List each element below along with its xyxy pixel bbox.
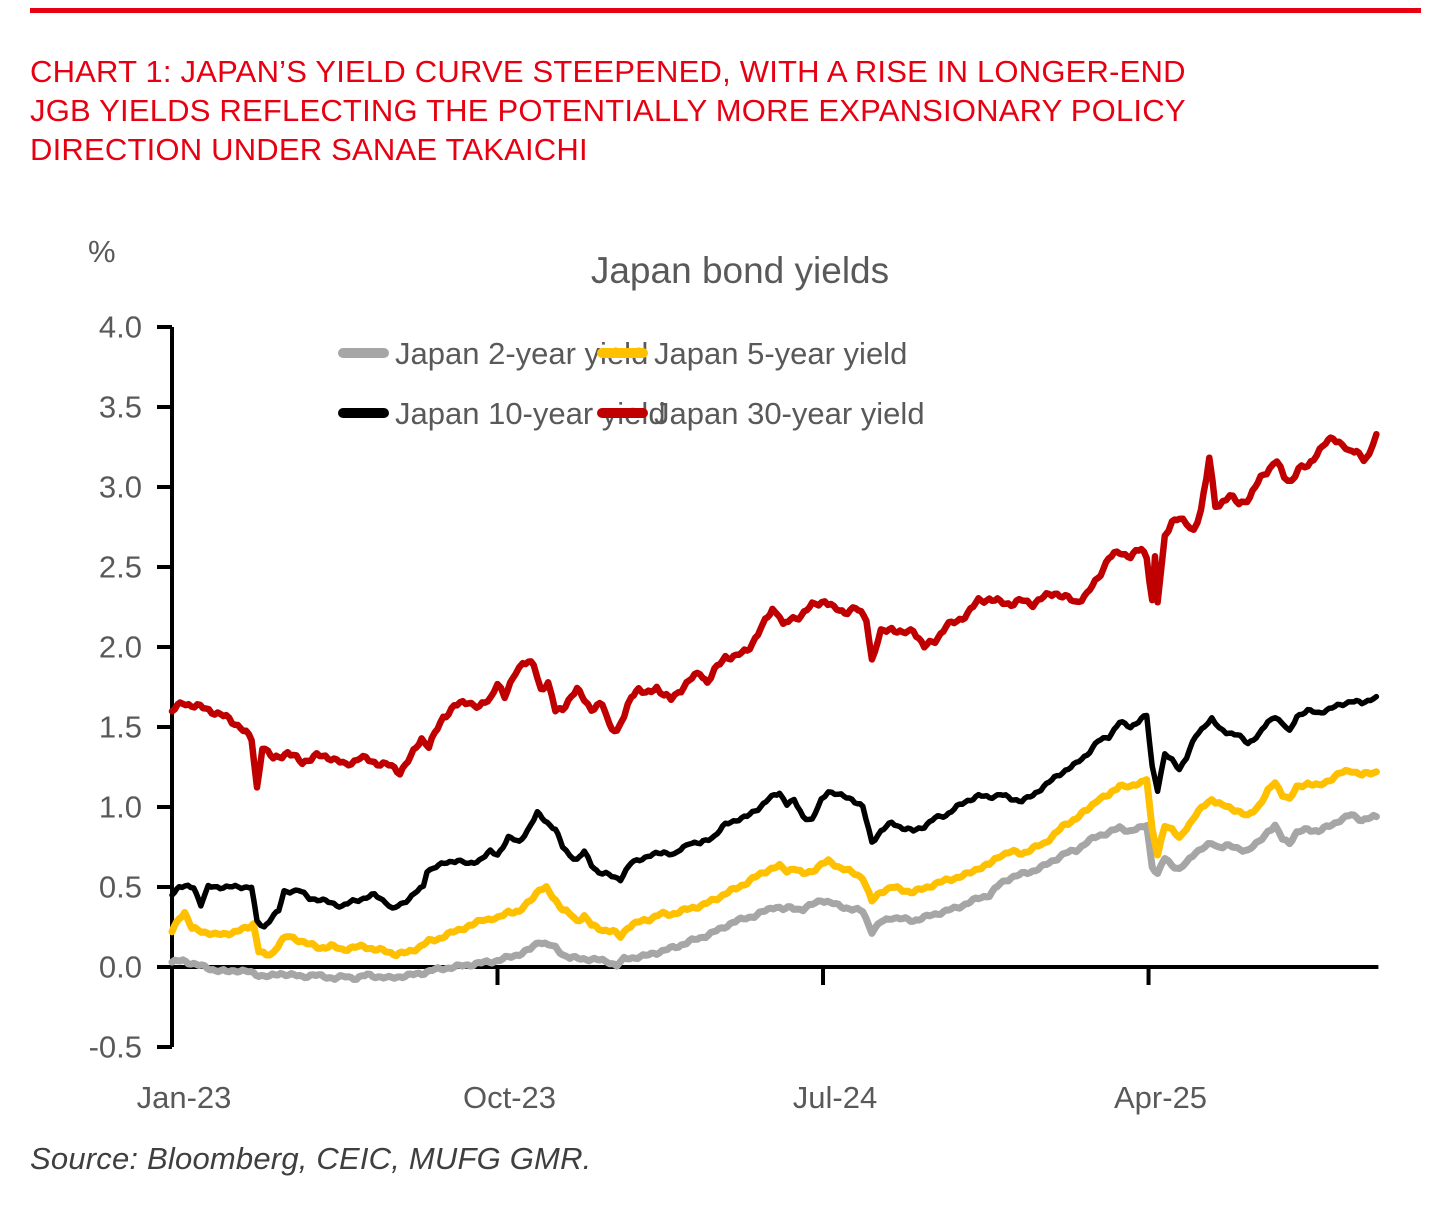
y-tick-label: 2.0	[99, 630, 142, 665]
legend-label-japan-30-year-yield: Japan 30-year yield	[654, 396, 925, 431]
y-tick-label: 2.5	[99, 550, 142, 585]
source-text: Source: Bloomberg, CEIC, MUFG GMR.	[30, 1141, 592, 1176]
chart-heading: CHART 1: JAPAN’S YIELD CURVE STEEPENED, …	[30, 52, 1186, 169]
x-tick-label: Oct-23	[463, 1080, 556, 1115]
y-tick-label: 0.5	[99, 870, 142, 905]
x-tick-label: Apr-25	[1114, 1080, 1207, 1115]
chart-heading-line-1: CHART 1: JAPAN’S YIELD CURVE STEEPENED, …	[30, 54, 1186, 89]
x-tick-label: Jul-24	[793, 1080, 877, 1115]
y-tick-label: 1.5	[99, 710, 142, 745]
y-tick-label: -0.5	[89, 1030, 142, 1065]
y-tick-label: 1.0	[99, 790, 142, 825]
series-line-japan-10-year-yield	[169, 693, 1380, 930]
series-line-japan-5-year-yield	[168, 766, 1380, 960]
y-tick-label: 4.0	[99, 310, 142, 345]
y-tick-label: 3.5	[99, 390, 142, 425]
series-line-japan-30-year-yield	[168, 430, 1380, 791]
chart-heading-line-2: JGB YIELDS REFLECTING THE POTENTIALLY MO…	[30, 93, 1186, 128]
x-tick-label: Jan-23	[137, 1080, 232, 1115]
legend-label-japan-5-year-yield: Japan 5-year yield	[654, 336, 907, 371]
y-tick-label: 0.0	[99, 950, 142, 985]
y-tick-label: 3.0	[99, 470, 142, 505]
top-rule	[30, 8, 1421, 13]
y-axis-unit-label: %	[88, 234, 116, 269]
series-line-japan-2-year-yield	[168, 811, 1380, 983]
chart-heading-line-3: DIRECTION UNDER SANAE TAKAICHI	[30, 132, 588, 167]
chart-title: Japan bond yields	[591, 250, 889, 291]
